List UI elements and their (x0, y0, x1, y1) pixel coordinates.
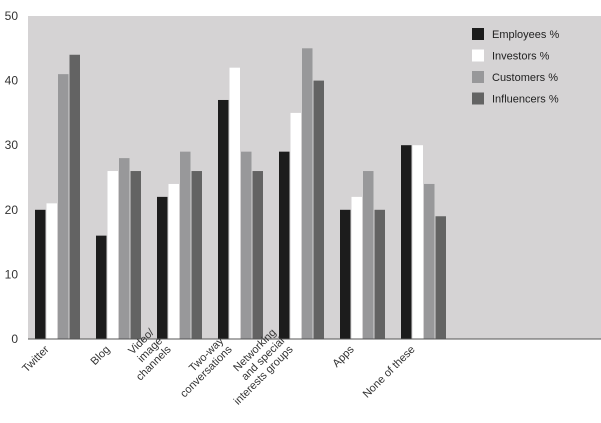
x-category-label-line: None of these (361, 344, 418, 401)
bar-customers-2 (180, 151, 191, 339)
bar-investors-2 (168, 183, 179, 339)
bar-employees-0 (35, 209, 46, 339)
x-category-label-line: Blog (89, 344, 113, 368)
legend-swatch (472, 71, 484, 83)
y-tick-label: 50 (5, 9, 19, 23)
bar-employees-3 (218, 99, 229, 339)
bar-influencers-0 (69, 54, 80, 339)
bar-investors-5 (351, 196, 362, 339)
bar-investors-4 (290, 112, 301, 340)
bar-investors-1 (107, 171, 118, 339)
bar-customers-0 (58, 74, 69, 339)
legend-label: Customers % (492, 72, 558, 84)
bar-employees-4 (279, 151, 290, 339)
bar-employees-6 (401, 145, 412, 339)
bar-investors-0 (46, 203, 57, 339)
x-category-label: None of these (361, 344, 418, 401)
x-category-label: Blog (89, 344, 113, 368)
bar-influencers-3 (252, 171, 263, 339)
legend: Employees % Investors % Customers % Influen… (472, 28, 559, 106)
y-axis-ticks: 0 10 20 30 40 50 (5, 9, 19, 346)
bar-customers-3 (241, 151, 252, 339)
bar-influencers-1 (130, 171, 141, 339)
x-category-label: Twitter (20, 343, 52, 375)
y-tick-label: 10 (5, 267, 19, 281)
x-category-label: Two-wayconversations (170, 335, 235, 400)
legend-label: Employees % (492, 29, 559, 41)
bar-influencers-4 (313, 80, 324, 339)
bar-influencers-2 (191, 171, 202, 339)
bar-employees-2 (157, 196, 168, 339)
legend-swatch (472, 92, 484, 105)
bar-customers-5 (363, 171, 374, 339)
bar-customers-1 (119, 158, 130, 339)
bar-customers-6 (424, 183, 435, 339)
y-tick-label: 40 (5, 74, 19, 88)
bar-influencers-5 (374, 209, 385, 339)
x-category-label: Video/imagechannels (117, 326, 174, 383)
bar-customers-4 (302, 48, 313, 340)
x-category-label-line: Apps (330, 343, 357, 370)
legend-swatch (472, 28, 484, 40)
legend-swatch (472, 49, 484, 62)
bar-investors-6 (412, 145, 423, 339)
y-tick-label: 30 (5, 138, 19, 152)
x-category-label: Apps (330, 343, 357, 370)
x-category-label-line: Twitter (20, 343, 52, 375)
legend-label: Influencers % (492, 94, 559, 106)
legend-label: Investors % (492, 51, 550, 63)
bar-investors-3 (229, 67, 240, 340)
y-tick-label: 20 (5, 203, 19, 217)
bar-influencers-6 (435, 216, 446, 339)
bar-employees-1 (96, 235, 107, 339)
y-tick-label: 0 (11, 332, 18, 346)
bars (35, 48, 446, 340)
bar-employees-5 (340, 209, 351, 339)
